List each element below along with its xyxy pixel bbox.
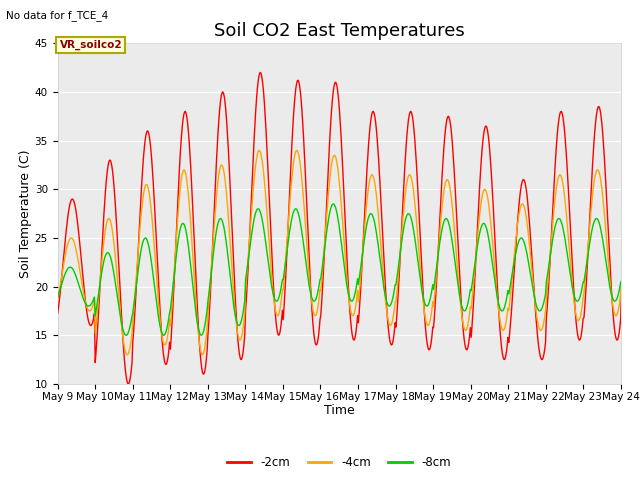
X-axis label: Time: Time xyxy=(324,405,355,418)
Legend: -2cm, -4cm, -8cm: -2cm, -4cm, -8cm xyxy=(223,451,456,474)
Text: No data for f_TCE_4: No data for f_TCE_4 xyxy=(6,10,109,21)
Text: VR_soilco2: VR_soilco2 xyxy=(60,40,122,50)
Y-axis label: Soil Temperature (C): Soil Temperature (C) xyxy=(19,149,32,278)
Title: Soil CO2 East Temperatures: Soil CO2 East Temperatures xyxy=(214,22,465,40)
